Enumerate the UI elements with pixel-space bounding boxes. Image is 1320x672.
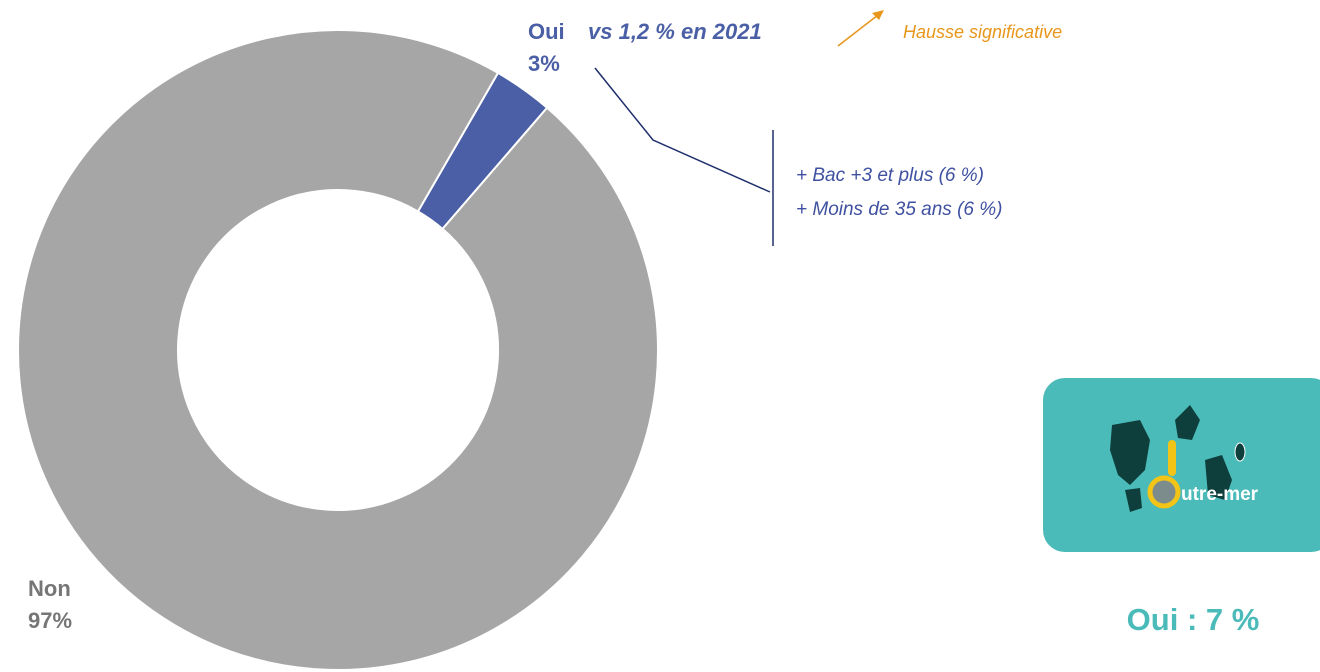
trend-arrow-head	[872, 10, 884, 20]
logo-island	[1110, 420, 1150, 485]
detail-text: + Bac +3 et plus (6 %)	[796, 165, 984, 186]
comparison-note: vs 1,2 % en 2021	[588, 19, 762, 44]
outre-mer-value: Oui : 7 %	[1127, 602, 1260, 637]
trend-arrow	[837, 14, 879, 47]
detail-text: + Moins de 35 ans (6 %)	[796, 199, 1002, 220]
logo-island	[1125, 488, 1142, 512]
logo-background	[1043, 378, 1320, 552]
category-label: Non	[28, 576, 71, 601]
logo-magnifier	[1147, 475, 1181, 509]
value-label: 3%	[528, 51, 560, 76]
logo-text: utre-mer	[1181, 484, 1259, 505]
logo: utre-mer	[1043, 378, 1320, 552]
category-label: Oui	[528, 19, 565, 44]
logo-island	[1175, 405, 1200, 440]
slices	[17, 29, 659, 671]
value-label: 97%	[28, 608, 72, 633]
slice	[17, 29, 659, 671]
trend-legend: Hausse significative	[903, 22, 1062, 42]
logo-island	[1234, 442, 1246, 462]
logo-island	[1205, 455, 1232, 500]
logo-handle	[1168, 440, 1176, 476]
leader-line	[594, 67, 771, 193]
